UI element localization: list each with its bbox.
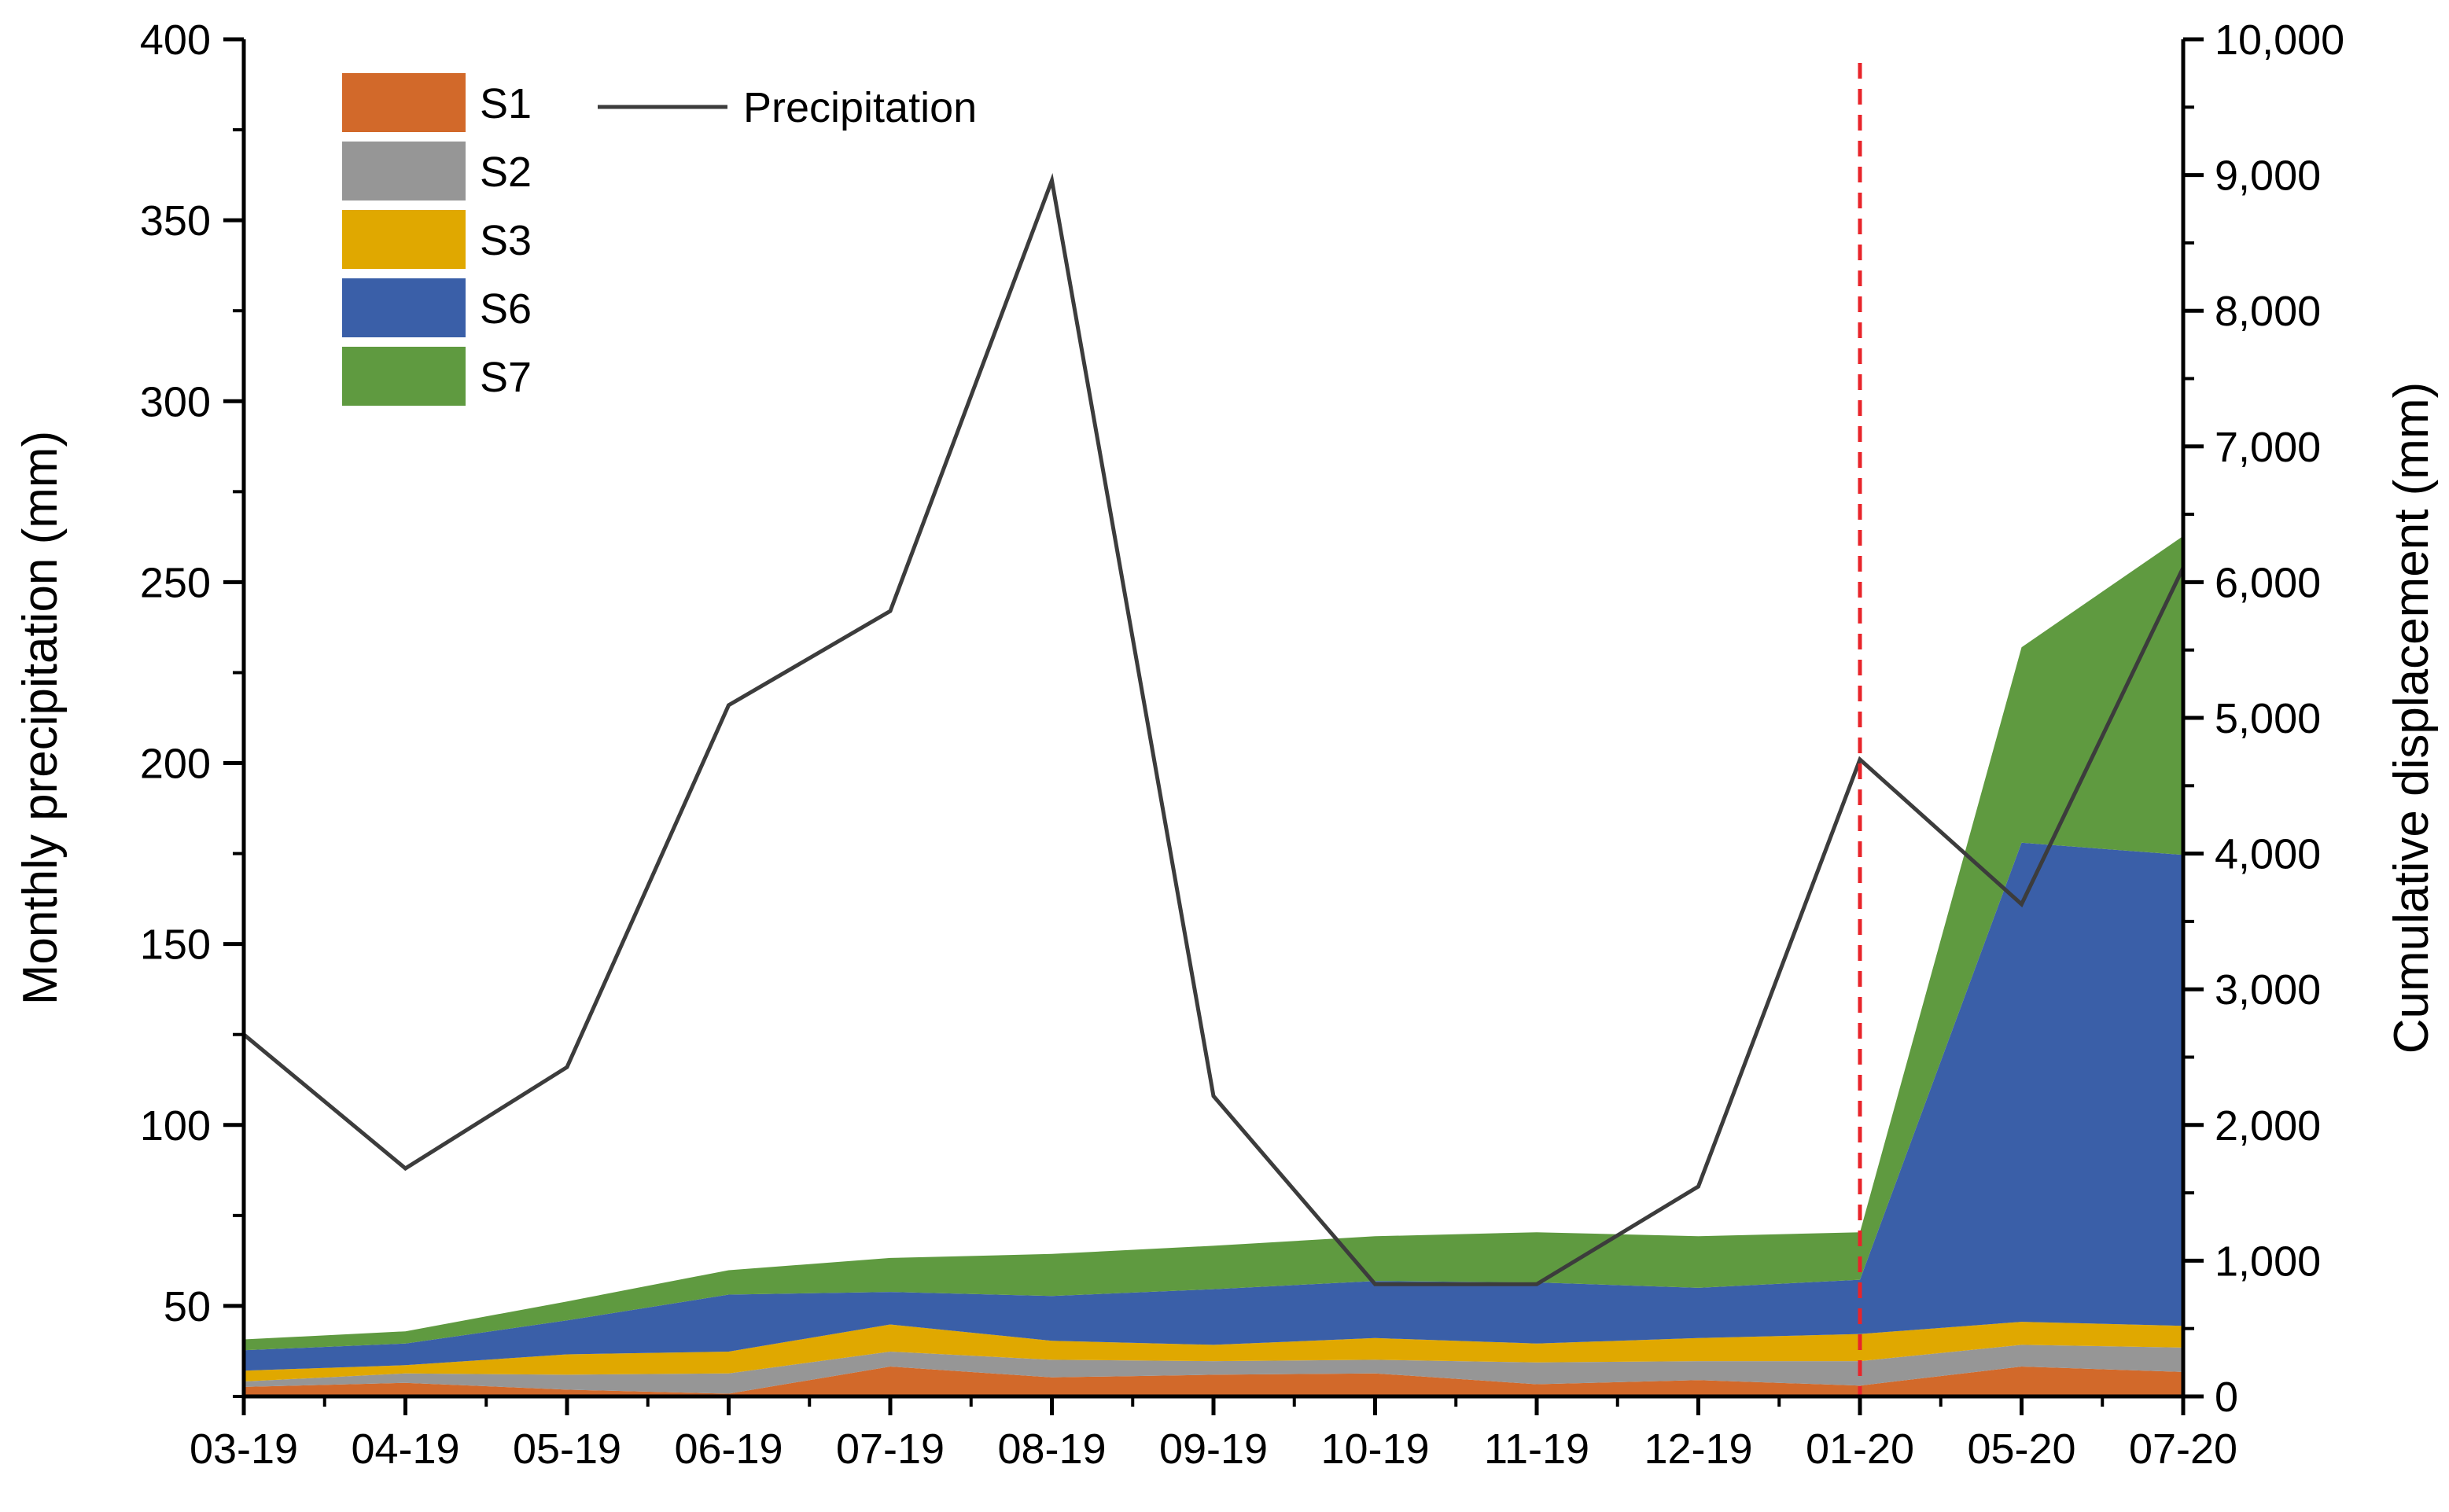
right-tick-label: 8,000 bbox=[2215, 288, 2321, 335]
left-tick-label: 150 bbox=[140, 922, 211, 969]
stacked-areas bbox=[244, 535, 2183, 1396]
left-tick-label: 300 bbox=[140, 378, 211, 425]
left-tick-label: 250 bbox=[140, 559, 211, 606]
area-s2 bbox=[244, 1345, 2183, 1394]
legend-label-s1: S1 bbox=[480, 80, 532, 127]
right-tick-label: 9,000 bbox=[2215, 153, 2321, 200]
right-tick-label: 10,000 bbox=[2215, 17, 2344, 64]
precipitation-line bbox=[242, 173, 2186, 1286]
left-tick-label: 100 bbox=[140, 1102, 211, 1150]
x-tick-label: 03-19 bbox=[190, 1426, 298, 1473]
right-tick-label: 1,000 bbox=[2215, 1238, 2321, 1285]
right-tick-label: 3,000 bbox=[2215, 966, 2321, 1014]
x-tick-label: 08-19 bbox=[997, 1426, 1106, 1473]
legend-swatch-s7 bbox=[342, 347, 466, 406]
right-tick-label: 5,000 bbox=[2215, 695, 2321, 742]
left-tick-label: 400 bbox=[140, 17, 211, 64]
left-tick-label: 50 bbox=[164, 1283, 211, 1330]
axes: 50 100 150 200 250 300 350 400 0 1,000 2,000 3,000 4… bbox=[13, 17, 2439, 1473]
legend-swatch-s3 bbox=[342, 210, 466, 269]
legend-label-precipitation: Precipitation bbox=[743, 84, 977, 131]
x-tick-label: 05-20 bbox=[1967, 1426, 2075, 1473]
area-s3 bbox=[244, 1322, 2183, 1381]
left-tick-label: 350 bbox=[140, 197, 211, 245]
x-tick-label: 07-19 bbox=[836, 1426, 945, 1473]
area-s6 bbox=[244, 842, 2183, 1371]
x-tick-label: 06-19 bbox=[674, 1426, 783, 1473]
right-tick-label: 7,000 bbox=[2215, 424, 2321, 471]
x-tick-label: 01-20 bbox=[1806, 1426, 1914, 1473]
precipitation-line-group bbox=[242, 173, 2186, 1286]
x-tick-label: 10-19 bbox=[1320, 1426, 1429, 1473]
left-axis-title: Monthly precipitation (mm) bbox=[13, 431, 68, 1005]
x-tick-label: 09-19 bbox=[1159, 1426, 1268, 1473]
legend-label-s2: S2 bbox=[480, 149, 532, 196]
right-axis-title: Cumulative displacement (mm) bbox=[2385, 382, 2439, 1054]
x-tick-label: 05-19 bbox=[513, 1426, 621, 1473]
legend: S1 S2 S3 S6 S7 Precipitation bbox=[342, 73, 977, 406]
right-tick-label: 4,000 bbox=[2215, 831, 2321, 878]
right-tick-label: 6,000 bbox=[2215, 559, 2321, 606]
right-tick-label: 2,000 bbox=[2215, 1102, 2321, 1150]
left-tick-label: 200 bbox=[140, 741, 211, 788]
legend-label-s7: S7 bbox=[480, 354, 532, 401]
legend-swatch-s6 bbox=[342, 278, 466, 337]
legend-swatch-s1 bbox=[342, 73, 466, 132]
x-tick-label: 12-19 bbox=[1644, 1426, 1752, 1473]
legend-label-s6: S6 bbox=[480, 285, 532, 333]
legend-label-s3: S3 bbox=[480, 217, 532, 264]
right-tick-label: 0 bbox=[2215, 1374, 2238, 1421]
x-tick-label: 07-20 bbox=[2129, 1426, 2237, 1473]
x-tick-label: 04-19 bbox=[351, 1426, 459, 1473]
x-tick-label: 11-19 bbox=[1484, 1426, 1589, 1473]
legend-swatch-s2 bbox=[342, 142, 466, 200]
area-s1 bbox=[244, 1367, 2183, 1396]
